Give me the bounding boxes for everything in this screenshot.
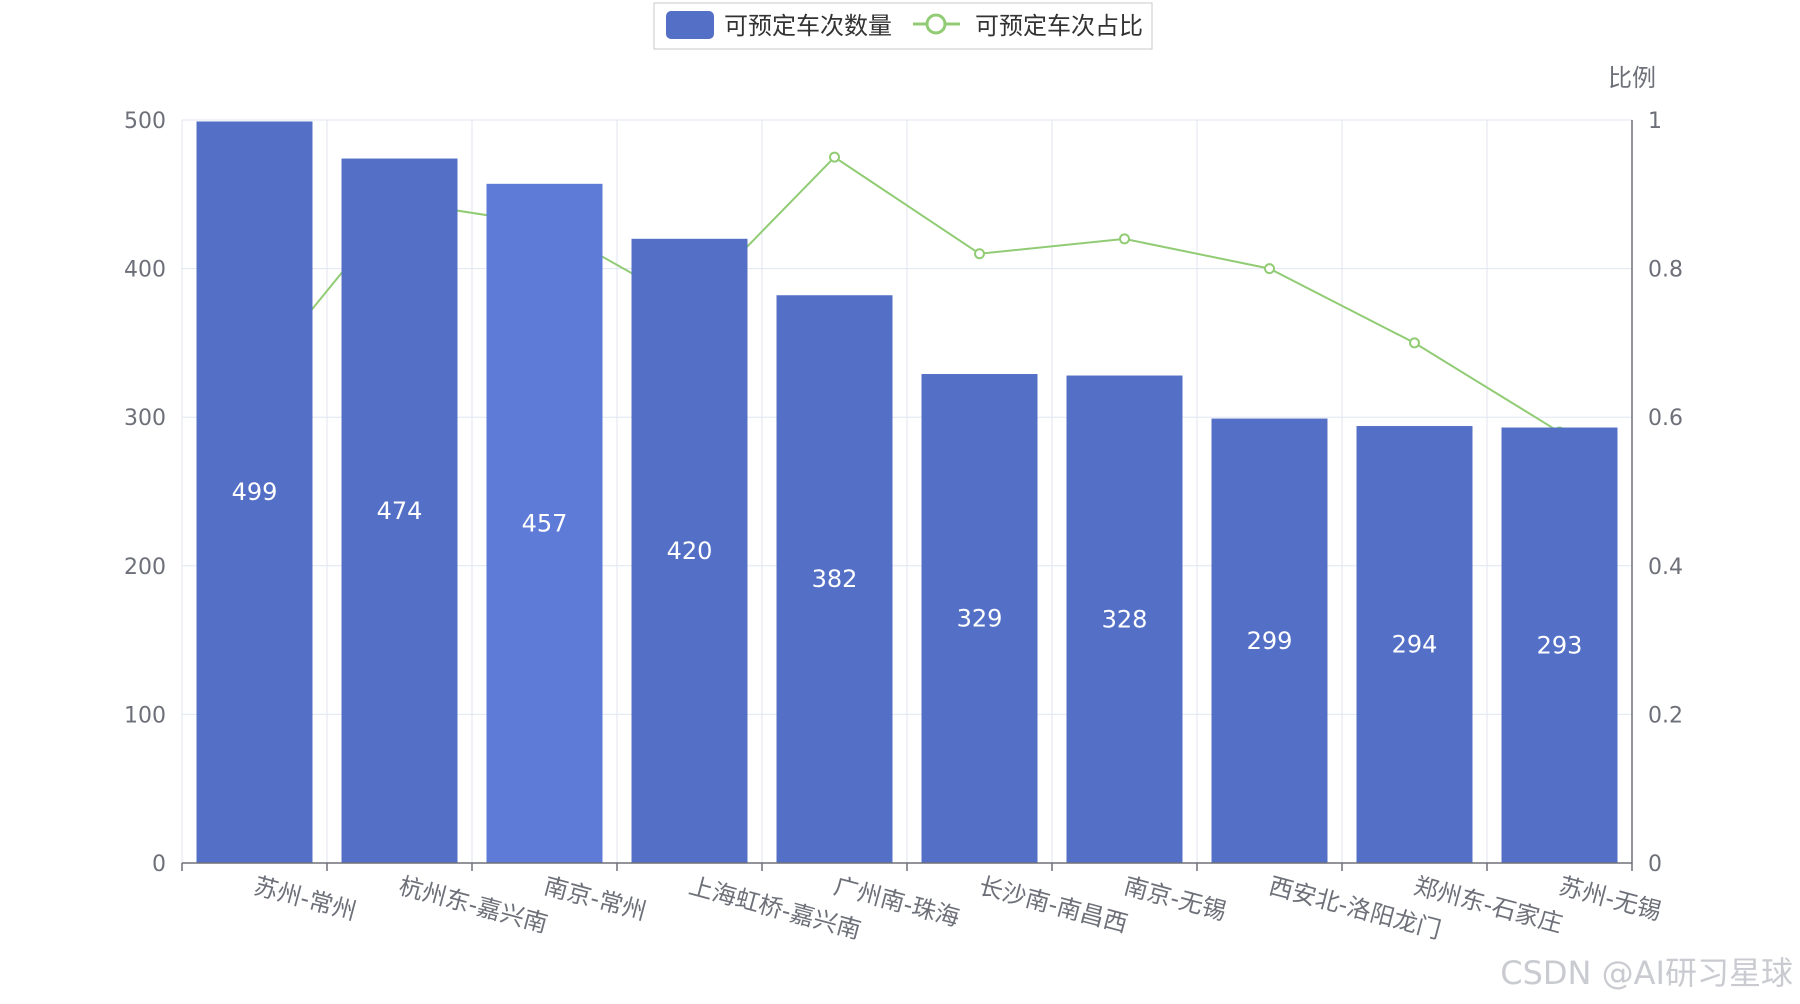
left-y-tick-label-5: 500 <box>124 109 166 134</box>
bar-value-label-7: 299 <box>1247 627 1293 655</box>
bar-overlay-2[interactable] <box>486 183 603 863</box>
legend-line-marker[interactable] <box>925 13 947 35</box>
right-y-tick-label-0: 0 <box>1648 852 1662 877</box>
right-y-tick-label-2: 0.4 <box>1648 555 1683 580</box>
ratio-line <box>253 155 1561 433</box>
ratio-point-8[interactable] <box>1409 337 1420 349</box>
ratio-point-4[interactable] <box>829 151 840 163</box>
left-y-tick-label-3: 300 <box>124 406 166 431</box>
bar-value-label-2: 457 <box>522 509 568 537</box>
legend-bar-swatch[interactable] <box>666 11 714 39</box>
legend-line-label[interactable]: 可预定车次占比 <box>975 12 1143 40</box>
legend-bar-label[interactable]: 可预定车次数量 <box>724 12 892 40</box>
right-y-tick-label-1: 0.2 <box>1648 703 1683 728</box>
right-y-tick-label-4: 0.8 <box>1648 258 1683 283</box>
legend: 可预定车次数量 可预定车次占比 <box>653 2 1153 50</box>
bar-overlay-0[interactable] <box>196 121 313 863</box>
bar-overlay-6[interactable] <box>1066 375 1183 863</box>
right-y-tick-label-3: 0.6 <box>1648 406 1683 431</box>
ratio-point-6[interactable] <box>1119 233 1130 245</box>
bar-value-label-0: 499 <box>232 478 278 506</box>
bar-value-label-4: 382 <box>812 565 858 593</box>
bar-overlay-3[interactable] <box>631 238 748 863</box>
right-y-axis-name: 比例 <box>1608 64 1656 92</box>
left-y-tick-label-2: 200 <box>124 555 166 580</box>
ratio-point-5[interactable] <box>974 248 985 260</box>
bar-value-label-1: 474 <box>377 497 423 525</box>
bar-value-label-6: 328 <box>1102 605 1148 633</box>
bar-value-label-3: 420 <box>667 537 713 565</box>
bar-overlay-8[interactable] <box>1356 426 1473 863</box>
left-y-tick-label-1: 100 <box>124 703 166 728</box>
bar-overlay-9[interactable] <box>1501 427 1618 863</box>
bar-value-label-5: 329 <box>957 605 1003 633</box>
legend-box <box>653 2 1153 50</box>
bar-overlay-4[interactable] <box>776 295 893 863</box>
left-y-tick-label-0: 0 <box>152 852 166 877</box>
bar-value-label-8: 294 <box>1392 631 1438 659</box>
bar-value-label-9: 293 <box>1537 631 1583 659</box>
watermark-text: CSDN @AI研习星球 <box>1500 954 1793 992</box>
bar-overlay-7[interactable] <box>1211 418 1328 863</box>
ratio-point-7[interactable] <box>1264 263 1275 275</box>
bar-overlay-5[interactable] <box>921 374 1038 863</box>
right-y-tick-label-5: 1 <box>1648 109 1662 134</box>
bar-overlay-1[interactable] <box>341 158 458 864</box>
left-y-tick-label-4: 400 <box>124 258 166 283</box>
